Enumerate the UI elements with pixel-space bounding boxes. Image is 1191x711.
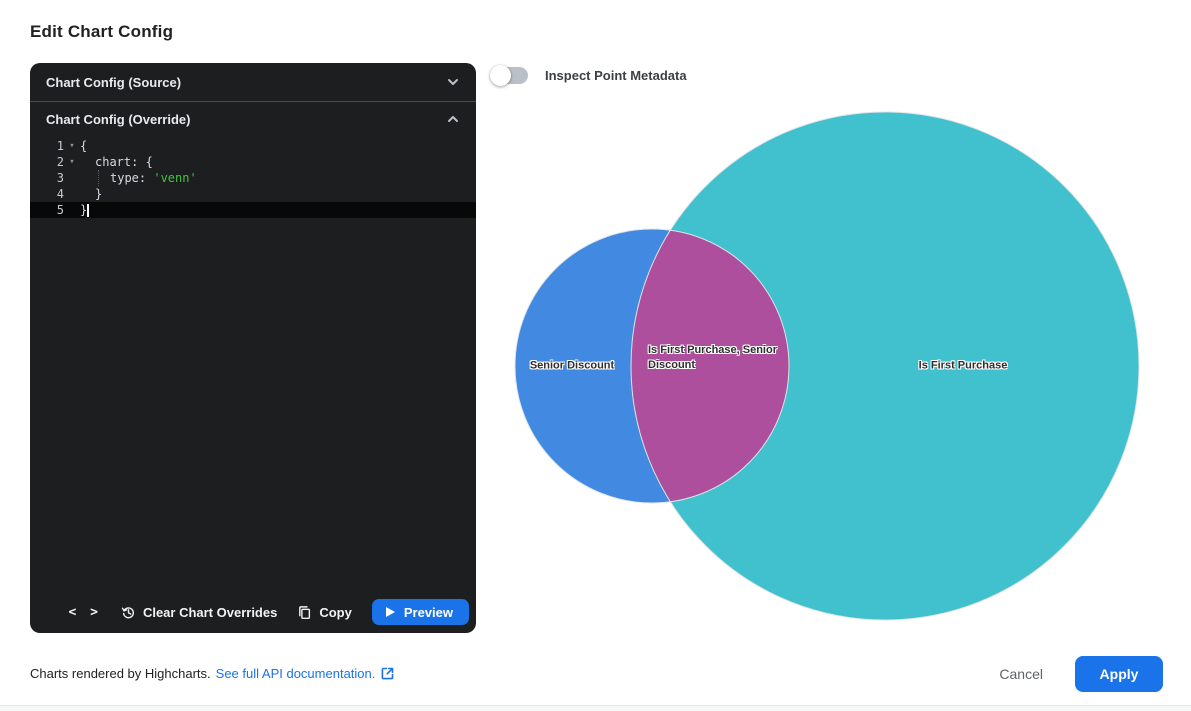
section-header-source[interactable]: Chart Config (Source)	[30, 63, 476, 101]
code-line: 3 type: 'venn'	[30, 170, 476, 186]
external-link-icon	[381, 667, 394, 680]
api-documentation-link-label: See full API documentation.	[215, 666, 376, 681]
dialog-actions: Cancel Apply	[993, 656, 1163, 692]
venn-chart: Senior Discount Is First Purchase, Senio…	[490, 95, 1190, 645]
code-text: {	[80, 139, 88, 153]
footer-note: Charts rendered by Highcharts. See full …	[30, 666, 394, 681]
code-text: }	[95, 187, 103, 201]
line-number: 4	[56, 187, 64, 201]
venn-set-is-first-purchase[interactable]	[631, 112, 1139, 620]
code-line: 2 ▾ chart: {	[30, 154, 476, 170]
toggle-knob	[490, 65, 511, 86]
venn-outline-teal	[630, 111, 1140, 621]
section-divider	[30, 101, 476, 102]
copy-button[interactable]: Copy	[297, 605, 352, 620]
fold-arrow-icon[interactable]: ▾	[69, 141, 75, 151]
code-line: 4 }	[30, 186, 476, 202]
preview-button[interactable]: Preview	[371, 599, 469, 625]
venn-outline-blue	[514, 228, 790, 504]
code-text: }	[80, 203, 88, 217]
chevron-down-icon	[448, 79, 458, 85]
preview-label: Preview	[403, 604, 453, 620]
cancel-button[interactable]: Cancel	[993, 658, 1049, 690]
api-documentation-link[interactable]: See full API documentation.	[216, 666, 395, 681]
section-header-override[interactable]: Chart Config (Override)	[30, 102, 476, 136]
history-icon	[121, 606, 134, 618]
inspect-metadata-toggle-row: Inspect Point Metadata	[490, 65, 687, 86]
copy-icon	[299, 605, 311, 619]
venn-svg	[514, 111, 1140, 621]
inspect-metadata-toggle[interactable]	[490, 65, 528, 86]
text-cursor	[87, 203, 90, 217]
editor-toolbar: < > Clear Chart Overrides Copy Preview	[68, 599, 469, 625]
code-brackets-icon[interactable]: < >	[68, 604, 101, 620]
chevron-up-icon	[448, 116, 458, 122]
line-number: 3	[56, 171, 64, 185]
apply-button[interactable]: Apply	[1075, 656, 1163, 692]
code-key: type:	[110, 171, 154, 185]
clear-chart-overrides-button[interactable]: Clear Chart Overrides	[121, 605, 277, 620]
code-editor[interactable]: 1 ▾ { 2 ▾ chart: { 3 type: 'venn' 4 } 5 …	[30, 136, 476, 218]
line-number: 1	[56, 139, 64, 153]
code-line: 1 ▾ {	[30, 138, 476, 154]
code-text: type: 'venn'	[80, 170, 197, 186]
play-icon	[385, 607, 395, 617]
clear-chart-overrides-label: Clear Chart Overrides	[142, 604, 278, 620]
page-bottom-strip	[0, 705, 1191, 711]
override-section-label: Chart Config (Override)	[46, 111, 191, 127]
copy-label: Copy	[319, 604, 352, 620]
fold-arrow-icon[interactable]: ▾	[69, 157, 75, 167]
line-number: 5	[56, 203, 64, 217]
page-title: Edit Chart Config	[30, 22, 174, 41]
code-string: 'venn'	[153, 171, 197, 185]
line-number: 2	[56, 155, 64, 169]
inspect-metadata-label: Inspect Point Metadata	[545, 68, 687, 83]
chart-config-editor-panel: Chart Config (Source) Chart Config (Over…	[30, 63, 476, 633]
highcharts-credit: Charts rendered by Highcharts.	[30, 666, 211, 681]
indent-guide	[98, 170, 99, 186]
code-text: chart: {	[95, 155, 153, 169]
source-section-label: Chart Config (Source)	[46, 74, 182, 90]
code-line-active: 5 }	[30, 202, 476, 218]
